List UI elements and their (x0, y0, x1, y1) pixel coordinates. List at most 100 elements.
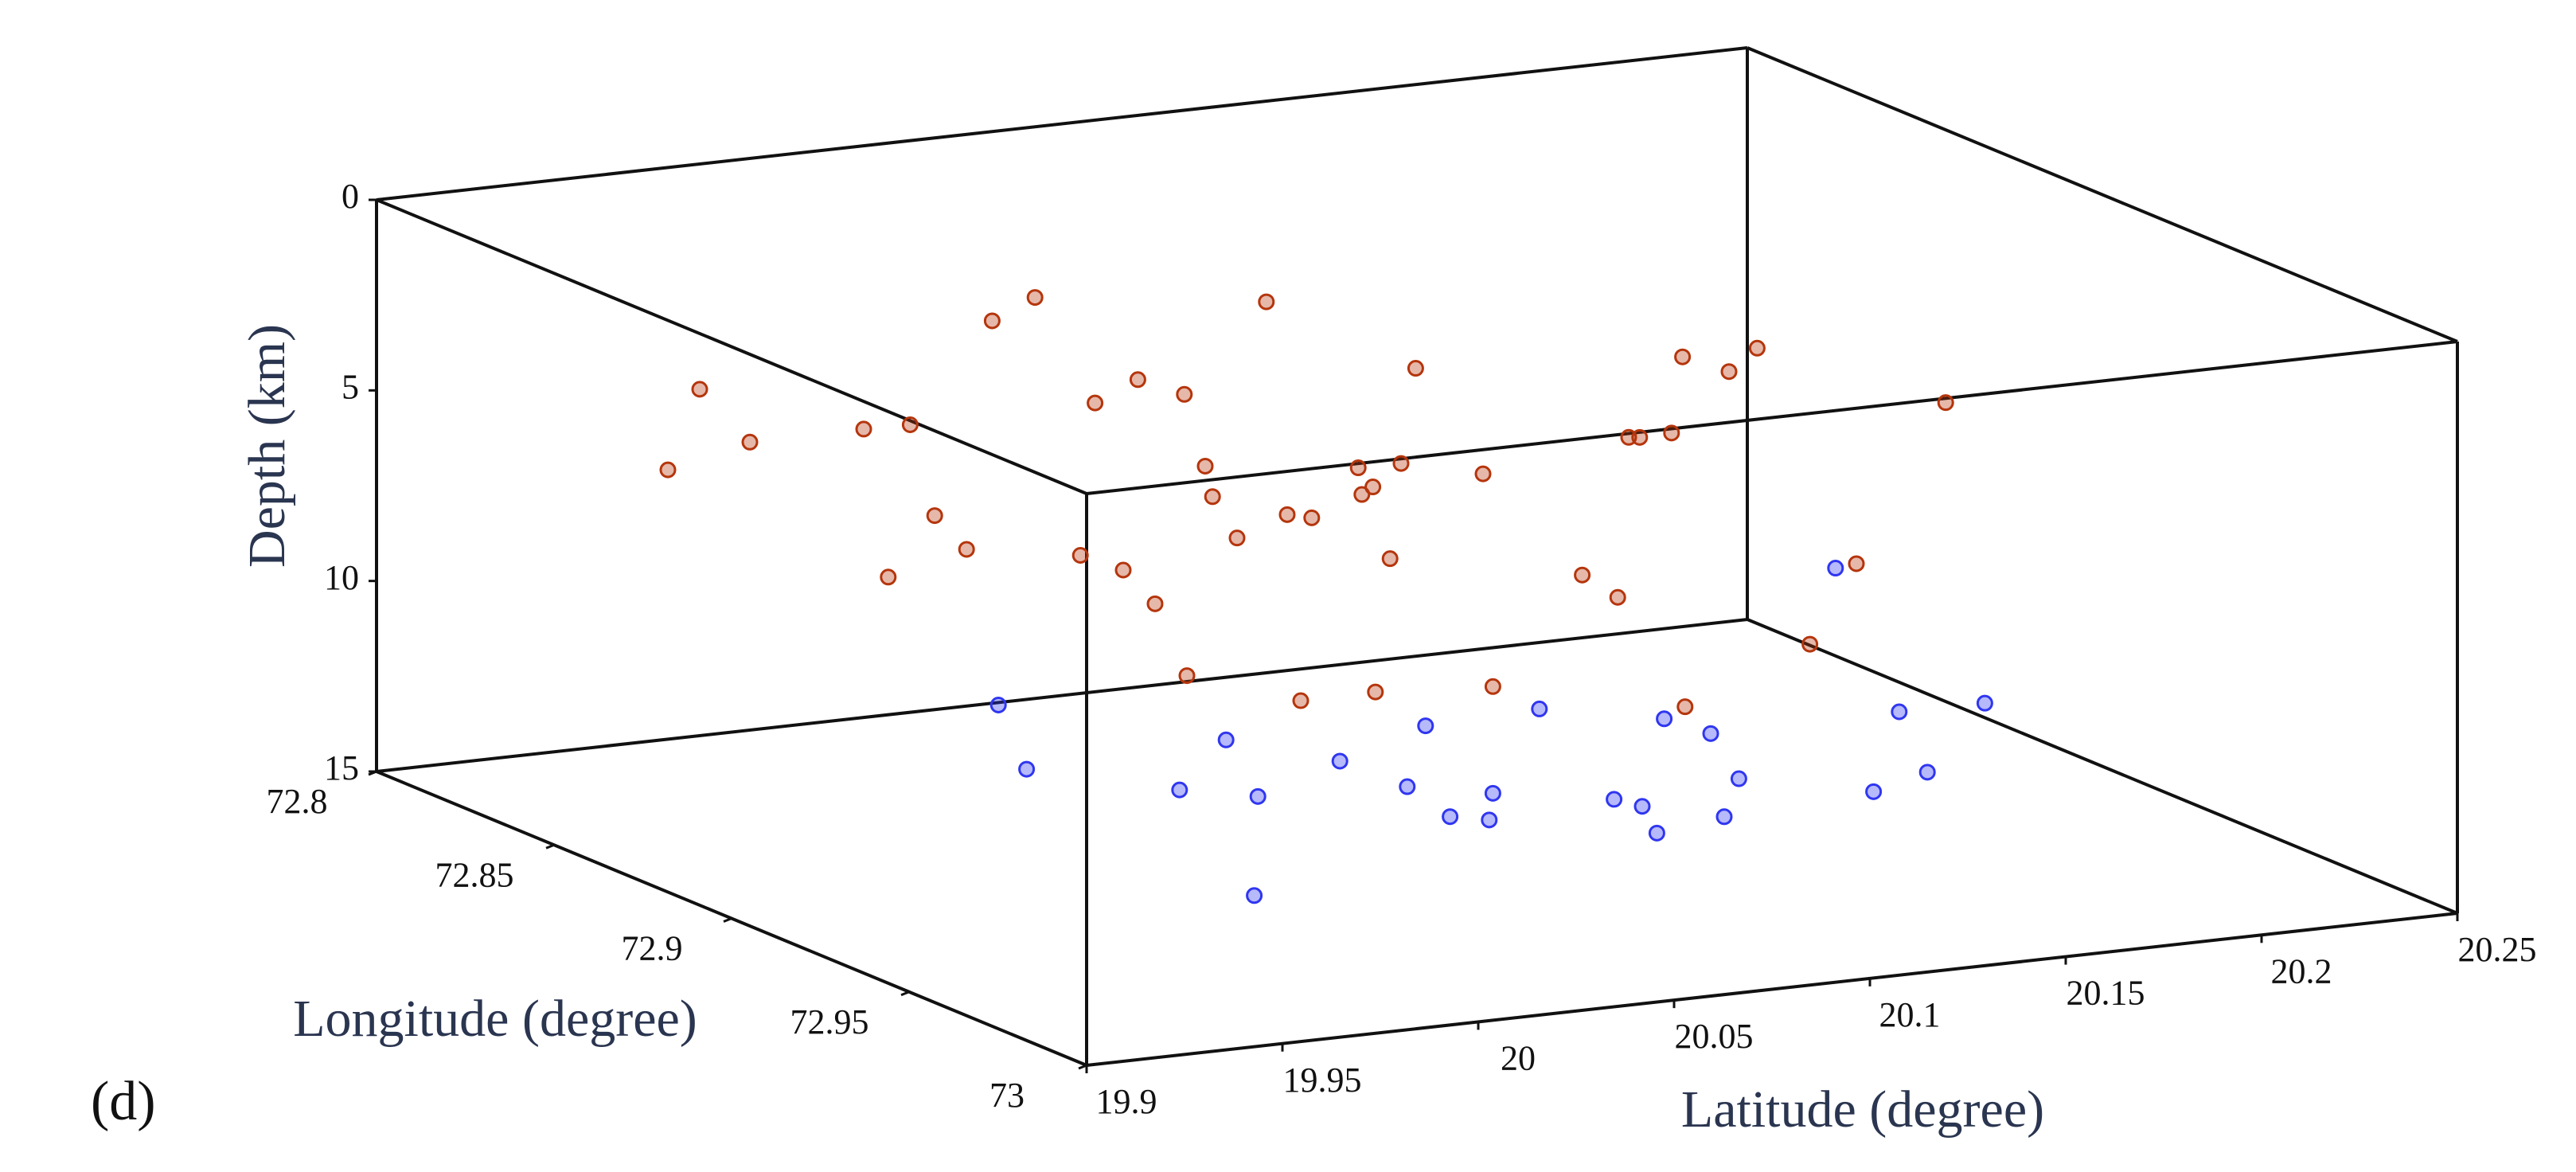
data-point (1674, 348, 1692, 365)
data-point (1848, 555, 1865, 572)
y-tick (900, 990, 910, 997)
data-point (1801, 635, 1819, 653)
z-tick-label: 10 (324, 558, 359, 597)
data-point (1474, 465, 1492, 482)
data-point (1217, 731, 1235, 748)
data-point (1129, 371, 1146, 389)
data-point (1918, 764, 1936, 781)
x-tick-label: 20.2 (2271, 951, 2332, 990)
data-point (1249, 787, 1267, 805)
data-point (1171, 781, 1188, 799)
x-tick-label: 20.25 (2458, 930, 2537, 969)
data-point (1609, 588, 1626, 606)
data-point (1278, 506, 1296, 523)
x-tick-label: 20.15 (2067, 974, 2145, 1013)
data-point (1702, 725, 1719, 742)
y-axis-label: Longitude (degree) (293, 990, 697, 1048)
data-point (1071, 546, 1089, 564)
data-point (1656, 710, 1673, 728)
z-axis-label: Depth (km) (238, 324, 296, 568)
data-point (1246, 887, 1263, 904)
box-edge (1086, 912, 2458, 1067)
data-point (1676, 698, 1694, 716)
data-point (1720, 363, 1738, 381)
box-edge (376, 46, 1748, 201)
data-point (1484, 784, 1501, 802)
x-tick-label: 20.1 (1879, 995, 1941, 1034)
box-edge (376, 198, 1087, 495)
y-tick-label: 72.8 (267, 782, 328, 821)
data-point (1891, 703, 1908, 721)
data-point (1606, 791, 1623, 808)
data-point (1442, 808, 1459, 826)
data-point (901, 416, 919, 433)
data-point (1748, 339, 1766, 357)
z-tick-label: 5 (342, 367, 359, 406)
y-tick-label: 72.9 (622, 929, 683, 968)
data-point (1178, 667, 1196, 685)
data-point (1018, 760, 1036, 778)
y-tick (1078, 1064, 1087, 1070)
panel-label: (d) (91, 1071, 156, 1132)
y-tick-label: 72.85 (435, 855, 514, 894)
data-point (1087, 394, 1104, 412)
data-point (1176, 385, 1193, 403)
data-point (1381, 550, 1399, 568)
data-point (1574, 566, 1591, 584)
data-point (1417, 717, 1434, 735)
data-point (1114, 561, 1132, 579)
data-point (1367, 683, 1384, 701)
data-point (1258, 293, 1275, 311)
data-point (659, 461, 677, 479)
data-point (1407, 360, 1424, 377)
data-point (855, 420, 872, 438)
data-point (1484, 678, 1501, 695)
data-point (1865, 783, 1883, 800)
data-point (1196, 457, 1214, 475)
y-tick-label: 73 (989, 1076, 1025, 1115)
data-point (1631, 428, 1649, 446)
data-point (1392, 455, 1410, 472)
data-point (1303, 509, 1321, 526)
data-point (1481, 811, 1498, 829)
x-tick-label: 19.95 (1283, 1061, 1362, 1100)
data-point (1146, 595, 1164, 612)
data-point (1531, 700, 1548, 717)
data-point (926, 507, 943, 525)
x-tick-label: 20.05 (1675, 1017, 1754, 1056)
y-tick (723, 917, 732, 923)
data-point (1648, 824, 1665, 842)
data-point (1663, 424, 1680, 442)
data-point (1827, 560, 1844, 577)
data-point (1228, 529, 1246, 547)
data-point (1715, 808, 1733, 826)
y-tick (545, 843, 555, 850)
data-point (741, 433, 759, 451)
x-axis-label: Latitude (degree) (1681, 1080, 2044, 1139)
data-point (1633, 798, 1651, 815)
y-tick (368, 770, 377, 776)
box-edge (1086, 340, 2458, 495)
data-point (989, 696, 1007, 713)
box-edge (1747, 46, 2458, 343)
data-point (1204, 488, 1221, 506)
data-point (1292, 692, 1309, 709)
data-point (1353, 486, 1371, 503)
z-tick-label: 0 (342, 177, 359, 216)
box-edge (1747, 618, 2458, 915)
box-edge (376, 618, 1748, 773)
data-point (983, 312, 1001, 330)
data-point (1364, 479, 1382, 496)
data-point (880, 568, 897, 586)
data-point (1937, 394, 1954, 412)
x-tick-label: 19.9 (1096, 1082, 1157, 1121)
data-point (1331, 752, 1348, 770)
x-tick-label: 20 (1501, 1039, 1536, 1078)
data-point (958, 541, 975, 558)
z-tick-label: 15 (324, 748, 359, 787)
data-point (1976, 694, 1993, 712)
data-point (1349, 459, 1367, 477)
data-point (1399, 778, 1416, 795)
